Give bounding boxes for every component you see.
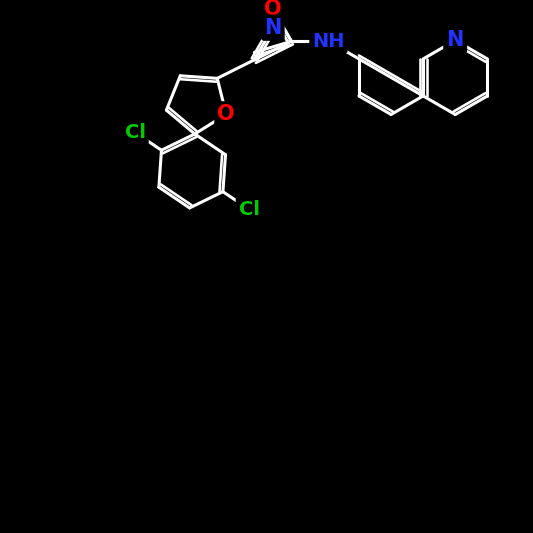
Text: N: N — [447, 30, 464, 50]
Text: O: O — [217, 104, 235, 124]
Text: NH: NH — [312, 32, 345, 51]
Text: Cl: Cl — [125, 123, 146, 142]
Text: Cl: Cl — [239, 200, 260, 219]
Text: N: N — [447, 30, 464, 50]
Text: N: N — [264, 18, 281, 38]
Text: O: O — [264, 0, 281, 19]
Text: O: O — [264, 0, 281, 19]
